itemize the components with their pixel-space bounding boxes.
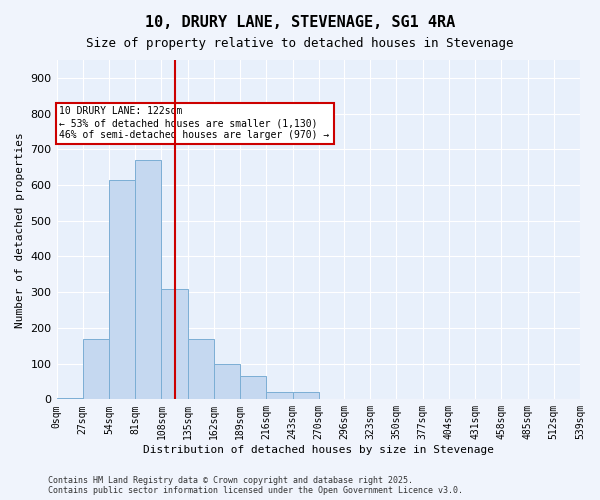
Bar	[56, 398, 83, 400]
Bar	[266, 392, 293, 400]
Bar	[135, 160, 161, 400]
Text: Contains HM Land Registry data © Crown copyright and database right 2025.
Contai: Contains HM Land Registry data © Crown c…	[48, 476, 463, 495]
Y-axis label: Number of detached properties: Number of detached properties	[15, 132, 25, 328]
Text: 10, DRURY LANE, STEVENAGE, SG1 4RA: 10, DRURY LANE, STEVENAGE, SG1 4RA	[145, 15, 455, 30]
Text: 10 DRURY LANE: 122sqm
← 53% of detached houses are smaller (1,130)
46% of semi-d: 10 DRURY LANE: 122sqm ← 53% of detached …	[59, 106, 330, 140]
Bar	[293, 392, 319, 400]
Bar	[188, 338, 214, 400]
Bar	[161, 288, 188, 400]
Bar	[83, 338, 109, 400]
X-axis label: Distribution of detached houses by size in Stevenage: Distribution of detached houses by size …	[143, 445, 494, 455]
Bar	[109, 180, 135, 400]
Bar	[240, 376, 266, 400]
Bar	[214, 364, 240, 400]
Text: Size of property relative to detached houses in Stevenage: Size of property relative to detached ho…	[86, 38, 514, 51]
